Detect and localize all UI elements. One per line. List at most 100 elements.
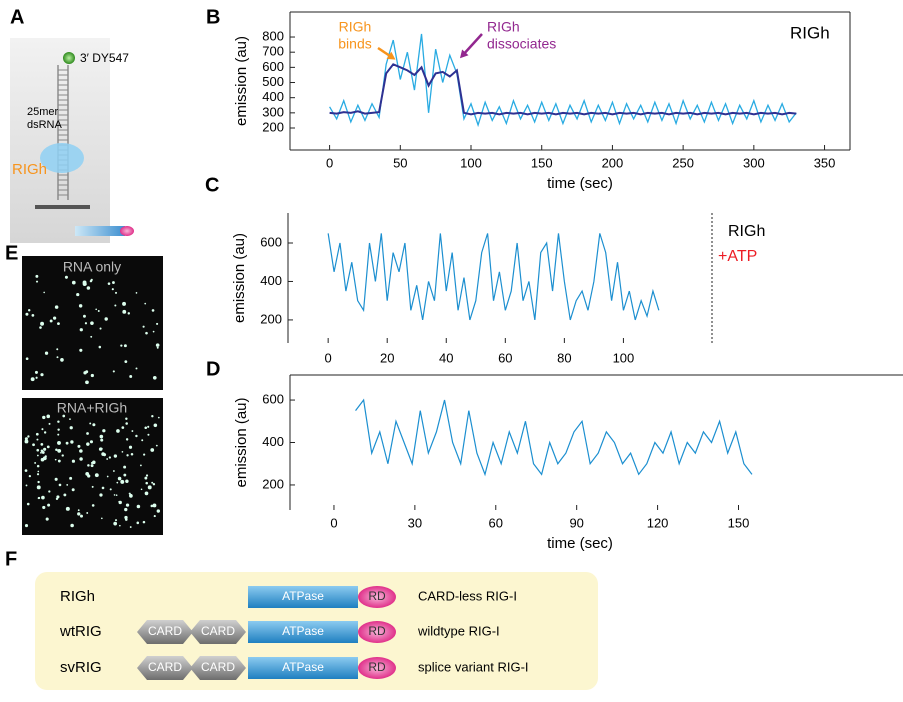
dot: [56, 495, 60, 499]
dot: [131, 430, 134, 432]
dot: [99, 327, 102, 330]
dot: [121, 450, 124, 453]
dot: [100, 447, 103, 450]
dot: [98, 345, 102, 349]
dot: [150, 504, 154, 508]
dot: [86, 442, 90, 446]
dot: [121, 426, 125, 429]
dot: [156, 322, 159, 325]
dot: [112, 281, 115, 284]
domain-card: [190, 620, 246, 644]
dot: [106, 458, 109, 460]
domain-card: [137, 620, 193, 644]
dot: [79, 449, 83, 453]
y-axis-label: emission (au): [233, 397, 250, 487]
protein-blob: [40, 143, 84, 173]
rna-label: dsRNA: [27, 119, 63, 131]
dot: [117, 476, 122, 481]
dot: [85, 380, 89, 385]
dot: [36, 448, 40, 452]
dot: [151, 415, 154, 418]
protein-label: RIGh: [12, 161, 47, 178]
x-tick-label: 100: [460, 155, 482, 170]
image-label: RNA+RIGh: [57, 400, 127, 416]
dot: [99, 434, 104, 439]
dot: [24, 439, 29, 444]
dot: [150, 448, 155, 452]
dot: [142, 325, 145, 328]
dot: [136, 521, 140, 525]
dot: [61, 454, 64, 457]
annotation: binds: [338, 36, 371, 52]
dot: [87, 464, 90, 467]
y-axis-label: emission (au): [233, 36, 250, 126]
dot: [95, 308, 98, 311]
dot: [60, 358, 64, 362]
y-tick-label: 200: [262, 476, 284, 491]
domain-label: RD: [368, 660, 386, 674]
dot: [49, 319, 53, 323]
dot: [124, 360, 128, 364]
x-tick-label: 200: [602, 155, 624, 170]
chart-label: RIGh: [790, 23, 830, 42]
dot: [155, 343, 160, 347]
dot: [108, 456, 112, 459]
dot: [107, 282, 111, 285]
dot: [112, 470, 115, 472]
domain-rows: RIGh CARD-less RIG-I ATPase RD wtRIG wildtype…: [59, 586, 529, 680]
dot: [54, 477, 58, 481]
domain-rd: [358, 621, 396, 643]
dot: [24, 524, 29, 528]
dot: [45, 517, 49, 521]
domain-label: CARD: [148, 660, 182, 674]
trace: [355, 398, 753, 477]
dot: [111, 288, 114, 291]
dot: [44, 455, 47, 458]
dot: [32, 443, 35, 447]
dot: [65, 441, 69, 445]
dot: [94, 473, 99, 478]
dot: [47, 503, 51, 507]
dot: [144, 302, 147, 305]
dot: [57, 448, 62, 453]
dot: [144, 426, 148, 430]
dot: [101, 517, 103, 520]
dot: [100, 438, 104, 442]
dot: [62, 414, 66, 418]
dot: [79, 514, 83, 518]
dot: [113, 454, 118, 458]
dot: [147, 425, 150, 428]
dot: [36, 438, 39, 441]
dot: [97, 310, 100, 312]
domain-label: ATPase: [282, 624, 324, 638]
dot: [35, 280, 39, 283]
dot: [152, 330, 155, 333]
x-tick-label: 0: [326, 155, 333, 170]
dot: [40, 449, 44, 453]
dot: [123, 465, 127, 469]
dot: [57, 433, 60, 436]
dot: [114, 304, 117, 307]
dot: [35, 376, 38, 379]
protein-name: wtRIG: [59, 623, 102, 640]
dot: [153, 423, 158, 428]
domain-label: CARD: [201, 624, 235, 638]
annotation-arrow: [461, 33, 483, 57]
domain-card: [137, 656, 193, 680]
dot: [70, 440, 74, 444]
dot: [40, 373, 44, 377]
dot: [25, 484, 28, 487]
y-tick-label: 300: [262, 104, 284, 119]
annotation: RIGh: [339, 19, 372, 35]
dot: [91, 504, 95, 507]
domain-atpase: [248, 621, 358, 643]
dot: [145, 474, 149, 477]
dot: [155, 444, 158, 447]
x-tick-label: 0: [325, 350, 332, 365]
dot: [139, 464, 142, 467]
dot: [101, 452, 105, 456]
dot: [144, 491, 149, 496]
dot: [91, 485, 94, 488]
dot: [43, 447, 47, 451]
